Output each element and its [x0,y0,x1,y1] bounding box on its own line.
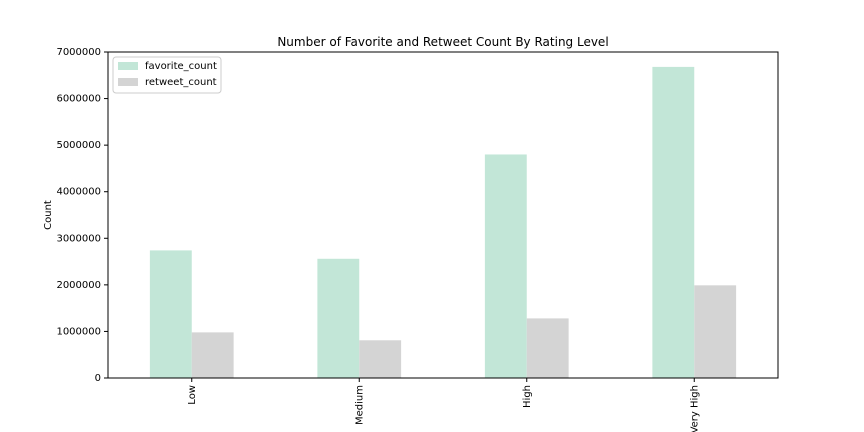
x-tick-label: High [522,385,533,408]
bar-favorite_count-high [484,154,527,378]
bar-favorite_count-medium [317,258,360,378]
bar-retweet_count-medium [359,340,402,378]
x-axis-ticks: Low Medium High Very High [187,378,700,432]
y-axis-ticks: 0 1000000 2000000 3000000 4000000 5000000 6000… [56,47,108,384]
y-tick-label: 2000000 [56,280,101,291]
y-tick-label: 6000000 [56,94,101,105]
legend-label-favorite_count: favorite_count [145,61,217,72]
legend-box [112,56,222,94]
bar-retweet_count-high [526,318,569,378]
legend-swatch-favorite_count [118,62,138,70]
legend-swatch-retweet_count [118,78,138,86]
bar-favorite_count-low [149,250,192,378]
x-tick-label: Medium [354,385,365,425]
bars-group [149,66,737,378]
bar-retweet_count-low [191,332,234,378]
legend: favorite_count retweet_count [112,56,222,94]
y-tick-label: 0 [95,373,101,384]
y-tick-label: 1000000 [56,326,101,337]
plot-frame [107,51,779,379]
chart-title: Number of Favorite and Retweet Count By … [277,35,608,49]
y-tick-label: 7000000 [56,47,101,58]
bar-retweet_count-very-high [694,285,737,378]
bar-favorite_count-very-high [652,66,695,378]
x-tick-label: Low [187,385,198,405]
y-tick-label: 3000000 [56,233,101,244]
y-tick-label: 5000000 [56,140,101,151]
y-axis-label: Count [43,200,54,230]
x-tick-label: Very High [689,385,700,432]
legend-label-retweet_count: retweet_count [145,77,217,88]
y-tick-label: 4000000 [56,187,101,198]
